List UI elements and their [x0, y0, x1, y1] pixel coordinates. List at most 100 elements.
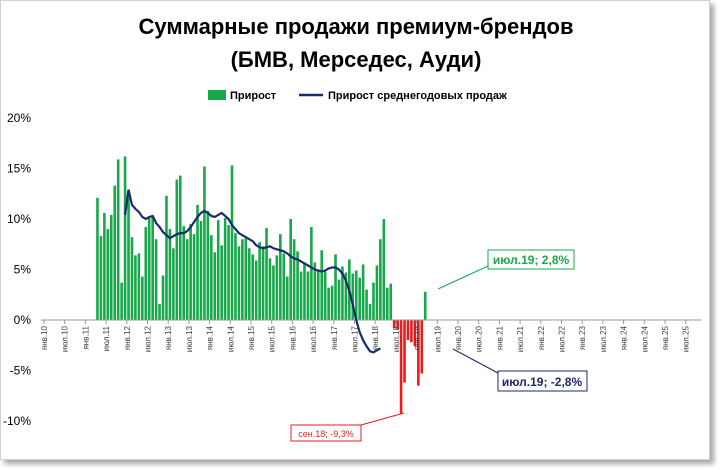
bar [230, 165, 234, 320]
x-tick-label: июл.11 [102, 325, 111, 351]
x-tick-label: июл.21 [516, 325, 525, 352]
bar [227, 225, 230, 320]
bar [406, 320, 410, 341]
x-axis: янв.10 июл.10 янв.11 июл.11 янв.12 июл.12 янв.… [40, 320, 691, 352]
bar [351, 273, 355, 320]
bar [327, 287, 330, 320]
bar [313, 262, 317, 320]
bar [403, 320, 406, 383]
bar [316, 269, 320, 320]
y-tick-label: 20% [7, 111, 31, 125]
bar [172, 248, 175, 320]
y-tick-label: 0% [14, 313, 32, 327]
bars [96, 156, 427, 414]
bar [137, 253, 141, 320]
chart-frame: Суммарные продажи премиум-брендов (БМВ, … [0, 0, 710, 460]
bar [272, 265, 275, 320]
bar [417, 320, 420, 386]
y-tick-label: -5% [10, 364, 32, 378]
x-tick-label: янв.10 [40, 325, 49, 350]
x-tick-label: янв.12 [123, 325, 132, 350]
bar [344, 272, 348, 320]
x-tick-label: янв.24 [620, 325, 629, 350]
bar [292, 239, 296, 320]
x-tick-label: июл.18 [392, 325, 401, 352]
callout-sep18-box [290, 424, 362, 442]
x-tick-label: янв.15 [247, 325, 256, 350]
x-tick-label: июл.23 [599, 325, 608, 352]
bar [216, 220, 220, 320]
bar [161, 275, 165, 320]
bar [282, 253, 286, 320]
bar [396, 320, 399, 330]
x-tick-label: янв.13 [164, 325, 173, 350]
bar [123, 156, 127, 320]
bar [168, 229, 172, 320]
bar [261, 246, 265, 320]
x-tick-label: июл.25 [682, 325, 691, 352]
x-tick-label: июл.22 [558, 325, 567, 352]
x-tick-label: янв.16 [288, 325, 297, 350]
x-tick-label: июл.14 [226, 325, 235, 352]
x-tick-label: янв.20 [454, 325, 463, 350]
bar [127, 196, 130, 320]
x-tick-label: июл.13 [185, 325, 194, 352]
bar [289, 219, 292, 320]
x-tick-label: июл.16 [309, 325, 318, 352]
x-tick-label: июл.20 [475, 325, 484, 352]
bar [106, 229, 110, 320]
x-tick-label: июл.12 [144, 325, 153, 352]
callout-sep18: сен.18; -9,3% [290, 412, 405, 442]
bar [372, 282, 375, 320]
bar [154, 239, 158, 320]
bar [237, 246, 241, 320]
bar [258, 242, 261, 320]
bar [144, 227, 148, 320]
bar [134, 255, 137, 320]
bar [147, 217, 151, 320]
bar [310, 227, 313, 320]
bar [210, 235, 213, 320]
bar [320, 250, 324, 320]
bar [182, 226, 186, 320]
avg-growth-line [123, 189, 381, 354]
bar [244, 238, 248, 320]
bar [113, 185, 117, 320]
bar [109, 214, 113, 320]
bar [130, 237, 134, 320]
x-tick-label: июл.24 [640, 325, 649, 352]
callout-jul19-bar-text: июл.19; 2,8% [493, 253, 570, 267]
bar [141, 276, 144, 320]
legend-bar-label: Прирост [230, 90, 277, 102]
bar [178, 175, 182, 320]
bar [413, 320, 417, 347]
callout-jul19-line-text: июл.19; -2,8% [502, 375, 583, 389]
bar [189, 224, 192, 320]
bar [234, 233, 237, 320]
chart-title-line2: (БМВ, Мерседес, Ауди) [231, 47, 482, 72]
legend: Прирост Прирост среднегодовых продаж [208, 90, 507, 102]
bar [330, 285, 334, 320]
bar [375, 265, 379, 320]
bar [341, 266, 344, 320]
bar [323, 271, 327, 320]
callout-jul19-line-leader [452, 348, 499, 374]
bar [385, 287, 389, 320]
bar [96, 197, 99, 320]
callout-jul19-line: июл.19; -2,8% [452, 348, 588, 392]
legend-bar-swatch [208, 90, 226, 100]
bar [354, 270, 358, 320]
callout-sep18-text: сен.18; -9,3% [298, 429, 354, 439]
bar [120, 282, 123, 320]
bar [306, 271, 310, 320]
bar [203, 166, 206, 320]
x-tick-label: янв.11 [81, 325, 90, 349]
x-tick-label: янв.14 [206, 325, 215, 350]
bar [420, 320, 424, 374]
bar [165, 195, 168, 320]
bar [116, 159, 120, 320]
x-tick-label: июл.17 [351, 325, 360, 352]
bar [275, 255, 279, 320]
bar [423, 291, 427, 320]
callout-jul19-bar-leader [437, 265, 489, 290]
